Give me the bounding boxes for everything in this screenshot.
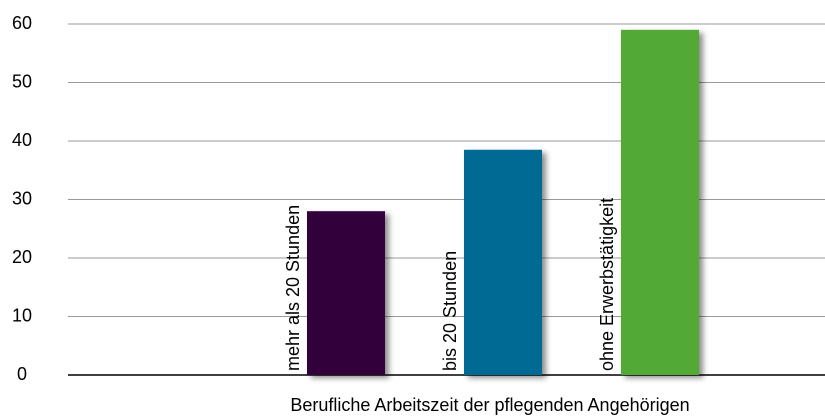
y-tick-label: 60	[12, 13, 32, 33]
bar	[464, 149, 542, 375]
category-label: bis 20 Stunden	[440, 251, 460, 371]
y-tick-label: 30	[12, 188, 32, 208]
y-tick-label: 40	[12, 130, 32, 150]
y-tick-label: 0	[17, 364, 27, 384]
y-tick-label: 20	[12, 247, 32, 267]
bar	[621, 29, 699, 375]
category-label: ohne Erwerbstätigkeit	[597, 198, 617, 371]
y-tick-label: 10	[12, 305, 32, 325]
bar	[307, 211, 385, 375]
x-axis-label: Berufliche Arbeitszeit der pflegenden An…	[290, 395, 689, 415]
category-label: mehr als 20 Stunden	[283, 205, 303, 371]
y-tick-label: 50	[12, 71, 32, 91]
